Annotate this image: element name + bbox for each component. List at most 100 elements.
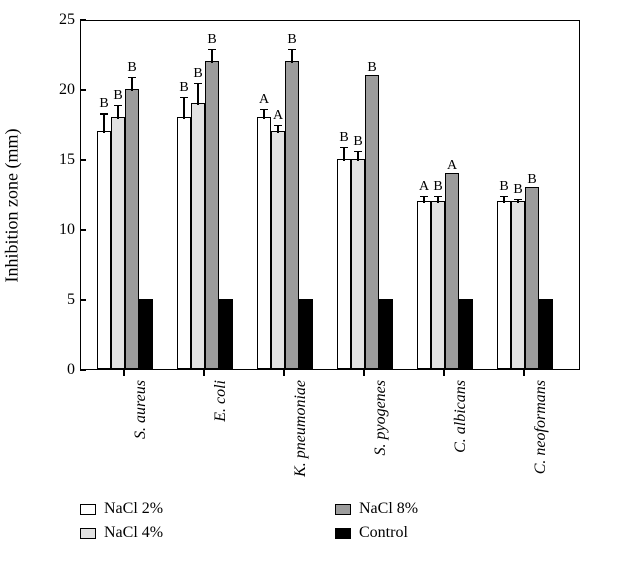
error-cap [260,109,268,110]
bar [365,75,379,369]
legend-label: NaCl 4% [104,524,163,542]
bar [285,61,299,369]
bar [459,299,473,369]
legend-item: NaCl 2% [80,500,163,518]
bar [525,187,539,369]
x-category-label: C. neoformans [532,380,550,480]
significance-label: A [419,179,429,195]
x-category-label: S. aureus [132,380,150,480]
error-cap [514,199,522,200]
significance-label: B [179,80,188,96]
significance-label: B [99,96,108,112]
ytick-mark [80,229,86,230]
ytick-label: 0 [35,361,75,379]
xtick-mark [203,370,204,376]
error-bar [117,105,118,119]
error-cap [274,125,282,126]
bar [417,201,431,369]
bar [379,299,393,369]
xtick-mark [363,370,364,376]
bar [205,61,219,369]
error-bar [197,83,198,105]
significance-label: B [113,88,122,104]
bar [177,117,191,369]
bar [97,131,111,369]
bar [539,299,553,369]
bar [111,117,125,369]
ytick-mark [80,89,86,90]
error-bar [183,97,184,119]
significance-label: A [273,108,283,124]
legend-item: NaCl 8% [335,500,418,518]
error-cap [114,105,122,106]
bar [511,201,525,369]
bar [299,299,313,369]
bar [351,159,365,369]
ytick-label: 25 [35,11,75,29]
error-cap [288,49,296,50]
error-bar [343,147,344,161]
significance-label: B [527,172,536,188]
significance-label: B [433,179,442,195]
chart-container: Inhibition zone (mm) BBBBBBAABBBBABABBB … [0,0,640,580]
bar [337,159,351,369]
bar [271,131,285,369]
legend-item: NaCl 4% [80,524,163,542]
bar [257,117,271,369]
error-bar [211,49,212,63]
xtick-mark [123,370,124,376]
legend-item: Control [335,524,408,542]
error-bar [263,109,264,119]
significance-label: B [499,179,508,195]
error-cap [340,147,348,148]
legend-swatch [80,528,96,539]
bar [445,173,459,369]
legend-swatch [80,504,96,515]
bar [191,103,205,369]
xtick-mark [283,370,284,376]
bar [139,299,153,369]
significance-label: B [207,32,216,48]
ytick-mark [80,159,86,160]
significance-label: A [259,92,269,108]
error-bar [277,125,278,133]
error-bar [357,151,358,161]
error-cap [194,83,202,84]
ytick-label: 20 [35,81,75,99]
error-cap [434,196,442,197]
significance-label: A [447,158,457,174]
significance-label: B [193,66,202,82]
y-axis-label: Inhibition zone (mm) [2,129,23,283]
error-cap [500,196,508,197]
xtick-mark [523,370,524,376]
error-bar [291,49,292,63]
xtick-mark [443,370,444,376]
error-cap [180,97,188,98]
ytick-label: 10 [35,221,75,239]
x-category-label: C. albicans [452,380,470,480]
error-cap [208,49,216,50]
significance-label: B [127,60,136,76]
significance-label: B [353,134,362,150]
bar [497,201,511,369]
plot-area: BBBBBBAABBBBABABBB [80,20,580,370]
bar [125,89,139,369]
legend-swatch [335,504,351,515]
error-cap [100,113,108,114]
ytick-label: 5 [35,291,75,309]
significance-label: B [287,32,296,48]
ytick-mark [80,299,86,300]
error-cap [354,151,362,152]
error-bar [131,77,132,91]
ytick-label: 15 [35,151,75,169]
x-category-label: K. pneumoniae [292,380,310,480]
legend-label: NaCl 8% [359,500,418,518]
ytick-mark [80,19,86,20]
legend-label: NaCl 2% [104,500,163,518]
legend-label: Control [359,524,408,542]
significance-label: B [513,182,522,198]
ytick-mark [80,369,86,370]
bar [219,299,233,369]
error-bar [103,113,104,133]
x-category-label: S. pyogenes [372,380,390,480]
